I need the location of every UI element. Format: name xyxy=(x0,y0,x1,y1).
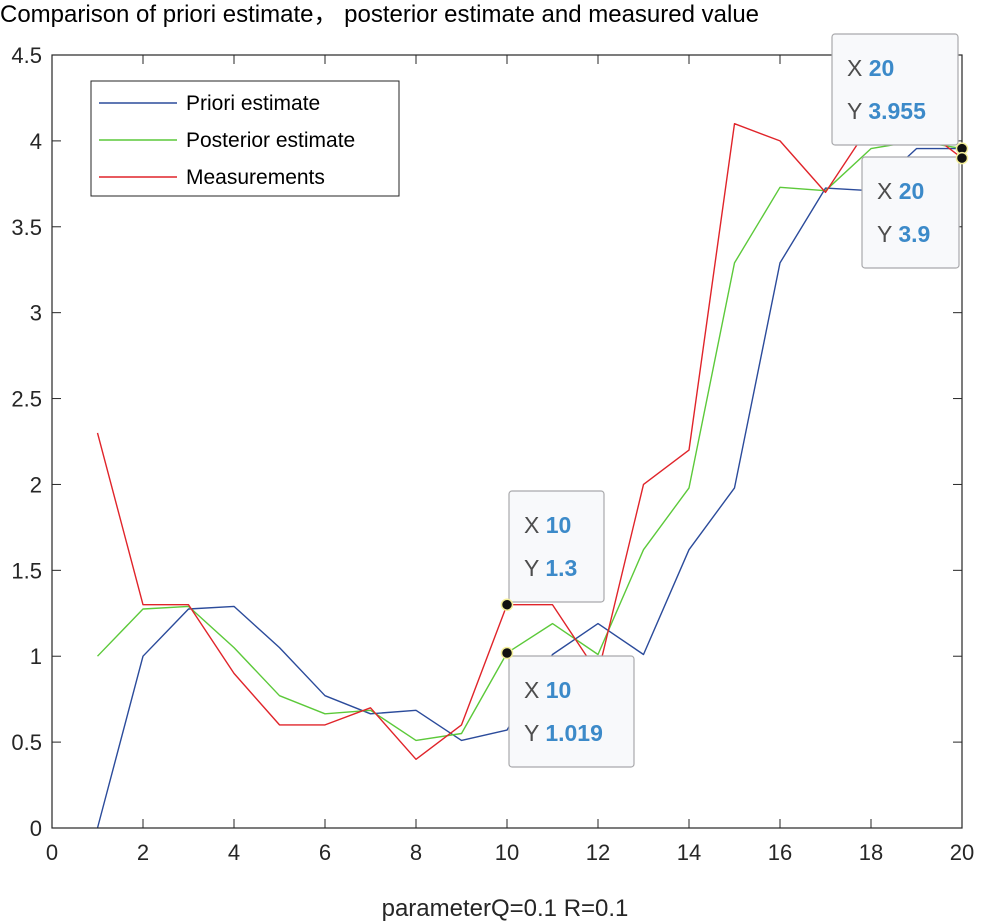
datatip-x-row: X 10 xyxy=(524,677,571,703)
x-tick-label: 4 xyxy=(228,840,240,865)
x-axis-label: parameterQ=0.1 R=0.1 xyxy=(382,895,629,922)
x-tick-label: 20 xyxy=(950,840,974,865)
datatip-3[interactable]: X 20 Y 3.9 xyxy=(861,151,969,269)
series-line-1 xyxy=(96,140,963,742)
series-line-2 xyxy=(96,122,963,760)
legend[interactable]: Priori estimate Posterior estimate Measure… xyxy=(90,80,400,197)
y-tick-label: 2.5 xyxy=(11,387,42,412)
datatip-box xyxy=(508,655,635,768)
x-tick-label: 6 xyxy=(319,840,331,865)
datatip-y-value: 3.955 xyxy=(868,98,926,124)
chart-title: Comparison of priori estimate， posterior… xyxy=(0,1,759,28)
datatip-box xyxy=(831,33,959,146)
datatip-y-row: Y 1.3 xyxy=(524,555,577,581)
datatip-marker[interactable] xyxy=(500,598,514,611)
x-tick-label: 18 xyxy=(859,840,883,865)
x-tick-label: 16 xyxy=(768,840,792,865)
axes: 0 2 4 6 8 10 12 14 16 18 20 0 0.5 1 1.5 2 2.5 3 3.5 4 4.5 xyxy=(11,43,974,865)
y-tick-label: 1.5 xyxy=(11,558,42,583)
x-tick-label: 12 xyxy=(586,840,610,865)
x-tick-label: 10 xyxy=(495,840,519,865)
y-tick-label: 3 xyxy=(30,301,42,326)
datatip-marker[interactable] xyxy=(955,151,969,165)
x-tick-label: 0 xyxy=(46,840,58,865)
datatip-y-value: 1.3 xyxy=(545,555,577,581)
datatip-box xyxy=(861,156,960,269)
y-tick-label: 2 xyxy=(30,472,42,497)
legend-label-2: Measurements xyxy=(186,166,325,189)
datatip-x-value: 10 xyxy=(546,512,572,538)
x-tick-label: 2 xyxy=(137,840,149,865)
datatip-x-row: X 10 xyxy=(524,512,571,538)
datatip-y-row: Y 3.9 xyxy=(877,221,930,247)
datatip-x-row: X 20 xyxy=(877,178,924,204)
y-tick-label: 0.5 xyxy=(11,730,42,755)
datatip-y-row: Y 3.955 xyxy=(847,98,926,124)
datatip-x-value: 20 xyxy=(899,178,925,204)
datatips[interactable]: X 10 Y 1.3 X 10 Y 1.019 X 20 Y 3.955 X 20 Y 3.9 xyxy=(500,33,969,768)
datatip-x-value: 20 xyxy=(869,55,895,81)
legend-label-1: Posterior estimate xyxy=(186,129,355,152)
datatip-y-value: 3.9 xyxy=(898,221,930,247)
y-tick-label: 3.5 xyxy=(11,215,42,240)
datatip-x-row: X 20 xyxy=(847,55,894,81)
datatip-1[interactable]: X 10 Y 1.019 xyxy=(500,646,635,768)
y-tick-label: 4.5 xyxy=(11,43,42,68)
y-tick-label: 0 xyxy=(30,816,42,841)
datatip-marker[interactable] xyxy=(500,646,514,660)
datatip-2[interactable]: X 20 Y 3.955 xyxy=(831,33,969,155)
datatip-y-value: 1.019 xyxy=(545,720,603,746)
datatip-box xyxy=(508,490,605,603)
y-tick-label: 4 xyxy=(30,129,42,154)
datatip-x-value: 10 xyxy=(546,677,572,703)
y-tick-label: 1 xyxy=(30,644,42,669)
legend-box xyxy=(90,80,400,197)
datatip-y-row: Y 1.019 xyxy=(524,720,603,746)
datatip-0[interactable]: X 10 Y 1.3 xyxy=(500,490,605,611)
legend-label-0: Priori estimate xyxy=(186,92,320,115)
x-tick-label: 14 xyxy=(677,840,701,865)
x-tick-label: 8 xyxy=(410,840,422,865)
